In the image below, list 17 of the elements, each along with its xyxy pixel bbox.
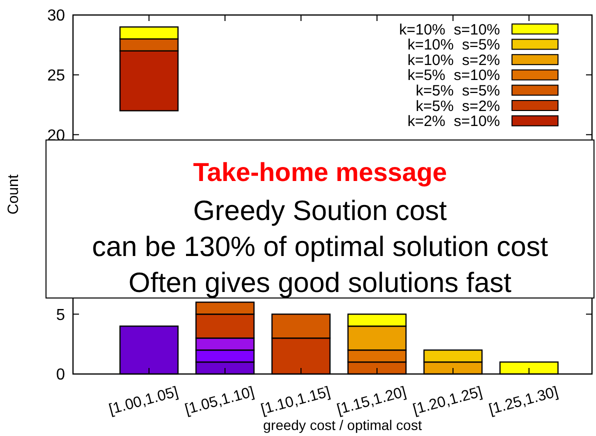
legend-label: k=5% s=2% [416, 98, 500, 115]
annotation: Often gives good solutions fast [128, 266, 512, 298]
y-tick-label: 0 [56, 366, 66, 384]
annotation: Take-home message [193, 157, 447, 188]
legend-label: k=5% s=5% [416, 82, 500, 100]
annotation: can be 130% of optimal solution cost [92, 230, 548, 262]
legend-label: k=2% s=10% [407, 113, 500, 130]
y-tick-label: 5 [56, 306, 66, 324]
legend-label: k=10% s=2% [407, 52, 500, 69]
y-tick-label: 30 [47, 8, 66, 25]
y-axis-title: Count [5, 174, 22, 215]
x-axis-title: greedy cost / optimal cost [263, 417, 422, 433]
y-tick-label: 25 [47, 67, 66, 84]
legend-label: k=5% s=10% [407, 67, 500, 84]
legend-label: k=10% s=5% [407, 36, 500, 54]
annotation: Greedy Soution cost [193, 194, 448, 226]
legend-label: k=10% s=10% [399, 21, 500, 38]
